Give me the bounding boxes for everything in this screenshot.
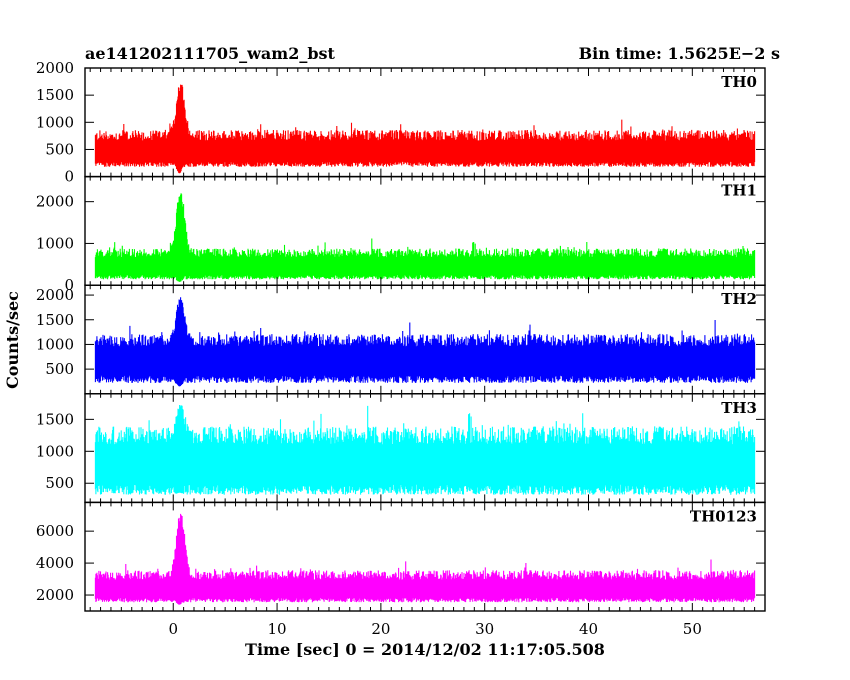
y-tick-label: 0 — [64, 276, 74, 294]
y-tick-label: 2000 — [36, 586, 74, 604]
x-tick-label: 10 — [268, 620, 287, 638]
x-tick-label: 30 — [475, 620, 494, 638]
y-tick-label: 1500 — [36, 86, 74, 104]
y-tick-label: 1500 — [36, 311, 74, 329]
y-tick-label: 500 — [45, 474, 74, 492]
y-tick-label: 6000 — [36, 522, 74, 540]
y-tick-label: 1000 — [36, 113, 74, 131]
y-tick-label: 1000 — [36, 335, 74, 353]
x-tick-label: 0 — [168, 620, 178, 638]
y-tick-label: 1000 — [36, 234, 74, 252]
panel-th0: 0 500 1000 1500 2000 TH0 — [36, 59, 766, 186]
y-tick-label: 1500 — [36, 410, 74, 428]
panel-th1: 0 1000 2000 TH1 — [36, 175, 766, 294]
series-th0 — [94, 84, 756, 174]
panel-th0123: 2000 4000 6000 TH0123 — [36, 501, 766, 612]
series-th0123 — [94, 513, 756, 605]
y-axis-label: Counts/sec — [3, 291, 22, 389]
panel-label: TH3 — [721, 399, 757, 417]
panel-label: TH1 — [721, 182, 757, 200]
x-tick-label: 50 — [683, 620, 702, 638]
panel-label: TH2 — [721, 290, 757, 308]
y-tick-label: 2000 — [36, 286, 74, 304]
x-tick-label: 40 — [579, 620, 598, 638]
y-tick-label: 4000 — [36, 554, 74, 572]
series-th2 — [94, 297, 756, 387]
panel-frame — [84, 501, 766, 612]
y-tick-label: 500 — [45, 140, 74, 158]
panel-label: TH0 — [721, 73, 757, 91]
panels-group: 0500100015002000TH0010002000TH1500100015… — [36, 59, 766, 638]
y-tick-label: 2000 — [36, 59, 74, 77]
y-tick-label: 1000 — [36, 442, 74, 460]
panel-th2: 500 1000 1500 2000 TH2 — [36, 284, 766, 395]
y-tick-label: 2000 — [36, 193, 74, 211]
series-th3 — [94, 405, 756, 495]
y-tick-label: 500 — [45, 360, 74, 378]
panel-label: TH0123 — [690, 507, 757, 525]
panel-th3: 500 1000 1500 TH3 — [36, 393, 766, 504]
y-tick-label: 0 — [64, 168, 74, 186]
series-th1 — [94, 193, 756, 282]
x-tick-label: 20 — [371, 620, 390, 638]
figure-title-right: Bin time: 1.5625E−2 s — [579, 44, 780, 63]
figure-title-left: ae141202111705_wam2_bst — [85, 44, 336, 63]
x-axis-label: Time [sec] 0 = 2014/12/02 11:17:05.508 — [245, 640, 605, 659]
